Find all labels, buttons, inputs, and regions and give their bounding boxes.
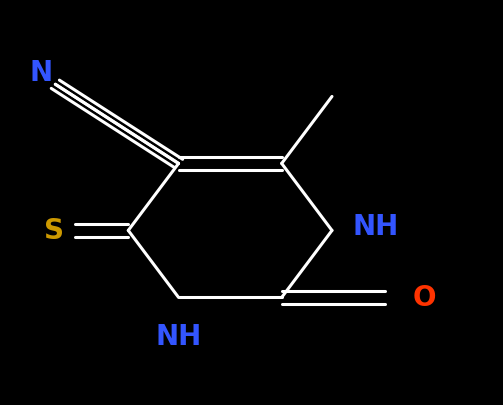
Text: S: S [44,217,64,245]
Text: NH: NH [155,322,202,350]
Text: NH: NH [352,213,398,241]
Text: O: O [412,284,436,311]
Text: N: N [30,59,53,87]
